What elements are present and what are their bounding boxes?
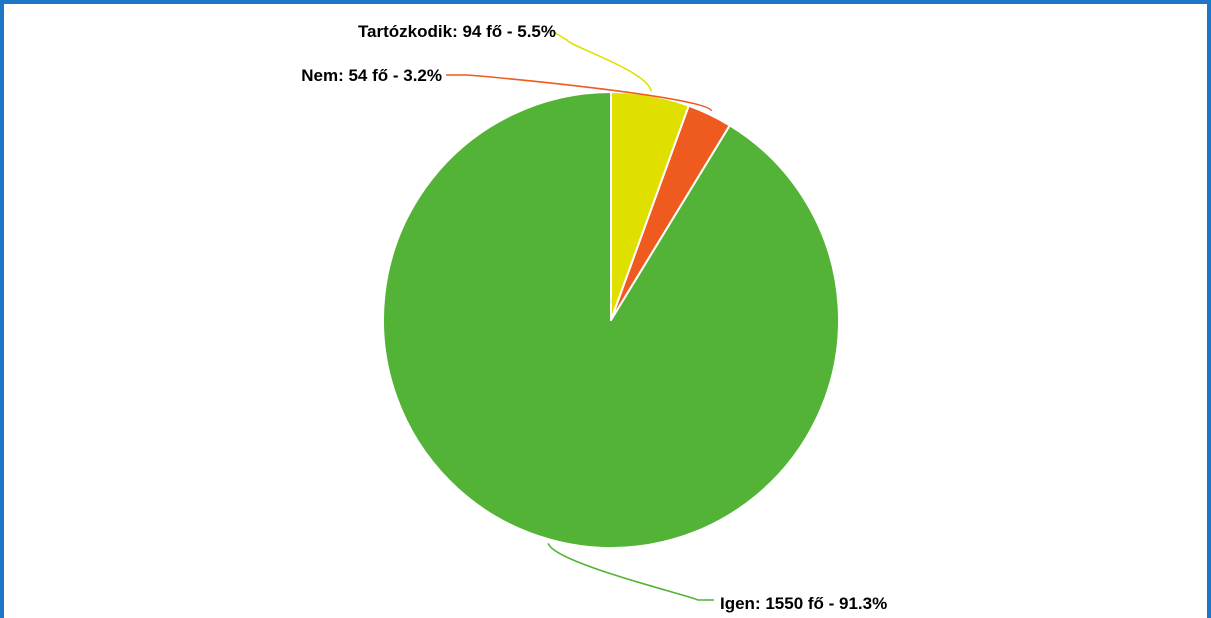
leader-line-igen — [547, 542, 714, 601]
slice-label-igen: Igen: 1550 fő - 91.3% — [720, 594, 887, 613]
label-leader-lines — [446, 30, 714, 601]
leader-line-nem — [446, 74, 713, 112]
slice-labels: Igen: 1550 fő - 91.3% Nem: 54 fő - 3.2% Ta… — [301, 22, 887, 613]
leader-line-tartózkodik — [551, 30, 652, 92]
slice-label-nem: Nem: 54 fő - 3.2% — [301, 66, 442, 85]
pie-slices — [382, 91, 840, 549]
slice-label-tartózkodik: Tartózkodik: 94 fő - 5.5% — [358, 22, 556, 41]
